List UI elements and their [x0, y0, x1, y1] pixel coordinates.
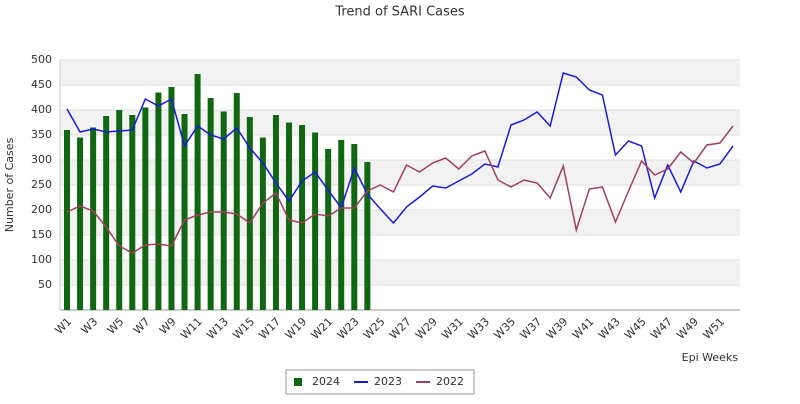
bar [338, 140, 345, 310]
bar [351, 144, 358, 310]
y-tick-label: 100 [31, 253, 52, 266]
x-tick-label: W17 [256, 315, 283, 342]
bar [259, 137, 266, 310]
x-tick-label: W25 [361, 315, 388, 342]
bar [299, 125, 306, 310]
bar [325, 149, 332, 310]
x-tick-label: W41 [570, 315, 597, 342]
bar [246, 117, 253, 310]
x-tick-label: W33 [465, 315, 492, 342]
grid-band [60, 260, 740, 285]
x-tick-label: W49 [674, 315, 701, 342]
x-tick-label: W31 [439, 315, 466, 342]
bar [77, 137, 84, 310]
bar [312, 132, 319, 310]
bar [155, 92, 162, 310]
bar [90, 127, 97, 310]
y-tick-label: 500 [31, 53, 52, 66]
grid-band [60, 160, 740, 185]
bar [194, 74, 201, 310]
bar [129, 115, 136, 310]
bar [64, 130, 70, 310]
bar [181, 114, 188, 310]
y-tick-label: 250 [31, 178, 52, 191]
x-tick-label: W9 [157, 315, 179, 337]
x-tick-label: W13 [204, 315, 231, 342]
y-tick-label: 300 [31, 153, 52, 166]
x-tick-label: W7 [131, 315, 153, 337]
y-tick-label: 200 [31, 203, 52, 216]
x-tick-label: W29 [413, 315, 440, 342]
x-axis-label: Epi Weeks [682, 351, 739, 364]
x-tick-label: W11 [178, 315, 205, 342]
chart-title: Trend of SARI Cases [334, 5, 465, 20]
bar [142, 107, 149, 310]
y-tick-label: 450 [31, 78, 52, 91]
bar [103, 116, 110, 310]
x-tick-label: W27 [387, 315, 414, 342]
bar [364, 162, 371, 310]
x-tick-label: W23 [335, 315, 362, 342]
grid-band [60, 60, 740, 85]
legend-label: 2024 [312, 375, 340, 388]
x-tick-label: W19 [283, 315, 310, 342]
x-tick-label: W35 [491, 315, 518, 342]
line [66, 72, 734, 225]
x-tick-label: W5 [105, 315, 127, 337]
bar [286, 122, 292, 310]
x-tick-label: W51 [700, 315, 727, 342]
x-tick-label: W45 [622, 315, 649, 342]
line [66, 125, 734, 254]
legend-label: 2022 [436, 375, 464, 388]
bar [233, 93, 240, 310]
bar [272, 115, 279, 310]
y-axis-label: Number of Cases [3, 138, 16, 233]
x-tick-label: W39 [544, 315, 571, 342]
grid-band [60, 110, 740, 135]
grid-band [60, 210, 740, 235]
x-tick-label: W47 [648, 315, 675, 342]
y-tick-label: 50 [38, 278, 52, 291]
y-tick-label: 350 [31, 128, 52, 141]
y-tick-label: 400 [31, 103, 52, 116]
legend-swatch [294, 378, 302, 386]
legend-box [285, 369, 475, 395]
legend-label: 2023 [374, 375, 402, 388]
bar [207, 98, 214, 310]
x-tick-label: W15 [230, 315, 257, 342]
x-tick-label: W3 [79, 315, 101, 337]
bar [168, 87, 175, 310]
x-tick-label: W37 [518, 315, 545, 342]
bar [116, 110, 123, 310]
x-tick-label: W1 [52, 315, 74, 337]
x-tick-label: W43 [596, 315, 623, 342]
bar [220, 111, 227, 310]
y-tick-label: 150 [31, 228, 52, 241]
x-tick-label: W21 [309, 315, 336, 342]
